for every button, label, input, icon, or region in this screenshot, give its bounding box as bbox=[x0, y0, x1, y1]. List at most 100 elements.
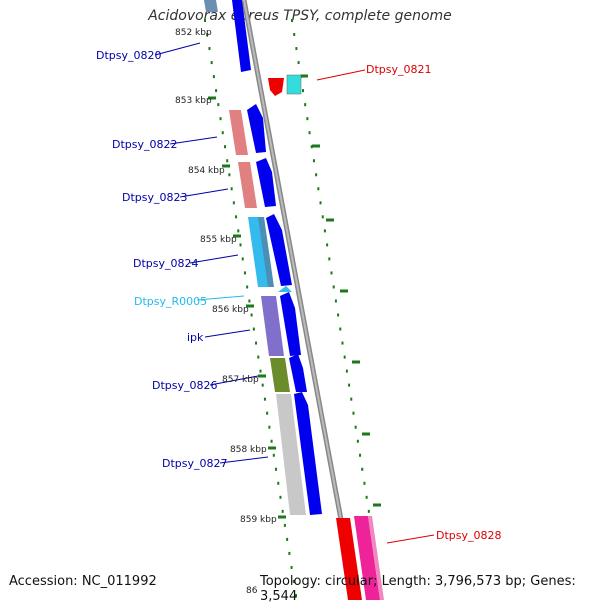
gene-arrow-R0005 bbox=[278, 286, 292, 292]
ruler-dot bbox=[206, 33, 209, 37]
ruler-dot bbox=[359, 453, 362, 457]
ruler-dot bbox=[350, 397, 353, 401]
ruler-dot bbox=[326, 243, 329, 247]
ruler-dot bbox=[212, 75, 215, 79]
gene-label[interactable]: ipk bbox=[187, 331, 204, 344]
gene-arrow-ipk bbox=[280, 292, 301, 356]
gene-labels: Dtpsy_0820 Dtpsy_0821 Dtpsy_0822 Dtpsy_0… bbox=[96, 49, 502, 542]
gene-block-0827 bbox=[276, 394, 306, 515]
ruler-dot bbox=[343, 355, 346, 359]
gene-block-0826 bbox=[270, 358, 290, 392]
ruler-dot bbox=[363, 481, 366, 485]
ruler-major-tick bbox=[326, 218, 334, 222]
ruler-dot bbox=[246, 285, 249, 289]
gene-label[interactable]: Dtpsy_0823 bbox=[122, 191, 188, 204]
tick-label: 852 kbp bbox=[175, 28, 212, 38]
ruler-major-tick bbox=[352, 360, 360, 364]
gene-block-0823 bbox=[238, 162, 257, 208]
ruler-dot bbox=[263, 397, 266, 401]
ruler-dot bbox=[293, 33, 296, 37]
tick-label: 86 bbox=[246, 586, 258, 596]
ruler-dot bbox=[241, 257, 244, 261]
gene-label[interactable]: Dtpsy_0826 bbox=[152, 379, 218, 392]
ruler-dot bbox=[275, 467, 278, 471]
ruler-dot bbox=[310, 145, 313, 149]
ruler-major-tick bbox=[246, 304, 254, 308]
gene-block-0821 bbox=[286, 74, 302, 95]
gene-block-0820-ext bbox=[204, 0, 218, 12]
ruler-dot bbox=[306, 117, 309, 121]
ruler-major-tick bbox=[362, 432, 370, 436]
ruler-major-tick bbox=[222, 164, 230, 168]
ruler-dot bbox=[226, 159, 229, 163]
gene-block-0824b bbox=[258, 217, 274, 287]
ruler-dot bbox=[304, 103, 307, 107]
ruler-dot bbox=[257, 355, 260, 359]
ruler-dot bbox=[286, 537, 289, 541]
gene-blocks bbox=[204, 0, 384, 600]
ruler-dot bbox=[319, 201, 322, 205]
gene-arrow-0826 bbox=[289, 354, 307, 392]
ruler-dot bbox=[332, 285, 335, 289]
ruler-dot bbox=[365, 495, 368, 499]
ruler-dot bbox=[279, 495, 282, 499]
ruler-dot bbox=[345, 369, 348, 373]
ruler-dot bbox=[215, 89, 218, 93]
ruler-dot bbox=[312, 159, 315, 163]
ruler-dot bbox=[317, 187, 320, 191]
ruler-dot bbox=[356, 439, 359, 443]
ruler-dot bbox=[237, 229, 240, 233]
ruler-dot bbox=[204, 19, 206, 22]
ruler-dot bbox=[250, 313, 253, 317]
ruler-dot bbox=[235, 215, 238, 219]
gene-label[interactable]: Dtpsy_0827 bbox=[162, 457, 228, 470]
ruler-major-tick bbox=[373, 503, 381, 507]
ruler-dot bbox=[230, 187, 233, 191]
gene-label[interactable]: Dtpsy_0821 bbox=[366, 63, 432, 76]
ruler-dot bbox=[348, 383, 351, 387]
ruler-dot bbox=[217, 103, 220, 107]
tick-label: 855 kbp bbox=[200, 235, 237, 245]
ruler-dot bbox=[321, 215, 324, 219]
map-title: Acidovorax ebreus TPSY, complete genome bbox=[148, 8, 452, 24]
gene-label[interactable]: Dtpsy_0828 bbox=[436, 529, 502, 542]
tick-label: 857 kbp bbox=[222, 375, 259, 385]
ruler-dot bbox=[291, 19, 293, 22]
ruler-dot bbox=[295, 594, 297, 597]
ruler-major-tick bbox=[233, 234, 241, 238]
ruler-dot bbox=[292, 579, 295, 583]
tick-label: 854 kbp bbox=[188, 166, 225, 176]
ruler-dot bbox=[323, 229, 326, 233]
ruler-dot bbox=[255, 341, 258, 345]
ruler-dot bbox=[270, 439, 273, 443]
ruler-dot bbox=[301, 89, 304, 93]
ruler-dot bbox=[243, 271, 246, 275]
ruler-dot bbox=[352, 411, 355, 415]
gene-block-0828c bbox=[368, 516, 384, 600]
tick-label: 859 kbp bbox=[240, 515, 277, 525]
ruler-dot bbox=[330, 271, 333, 275]
ruler-major-tick bbox=[258, 374, 266, 378]
ruler-dot bbox=[339, 327, 342, 331]
ruler-major-tick bbox=[312, 144, 320, 148]
gene-label[interactable]: Dtpsy_0820 bbox=[96, 49, 162, 62]
accession-text: Accession: NC_011992 bbox=[9, 574, 157, 589]
gene-block-0828a bbox=[336, 518, 362, 600]
gene-block-0828b bbox=[354, 516, 380, 600]
ruler-dot bbox=[239, 243, 242, 247]
gene-block-0824 bbox=[248, 217, 269, 287]
tick-label: 856 kbp bbox=[212, 305, 249, 315]
ruler-dot bbox=[283, 523, 286, 527]
gene-label[interactable]: Dtpsy_0824 bbox=[133, 257, 199, 270]
ruler-dot bbox=[248, 299, 251, 303]
ruler-dot bbox=[288, 551, 291, 555]
ruler-dot bbox=[266, 411, 269, 415]
ruler-major-tick bbox=[278, 515, 286, 519]
gene-label[interactable]: Dtpsy_R0005 bbox=[134, 295, 207, 308]
ruler-dot bbox=[361, 467, 364, 471]
ruler-major-tick bbox=[340, 289, 348, 293]
ruler-dot bbox=[334, 299, 337, 303]
gene-label[interactable]: Dtpsy_0822 bbox=[112, 138, 178, 151]
ruler-dot bbox=[341, 341, 344, 345]
